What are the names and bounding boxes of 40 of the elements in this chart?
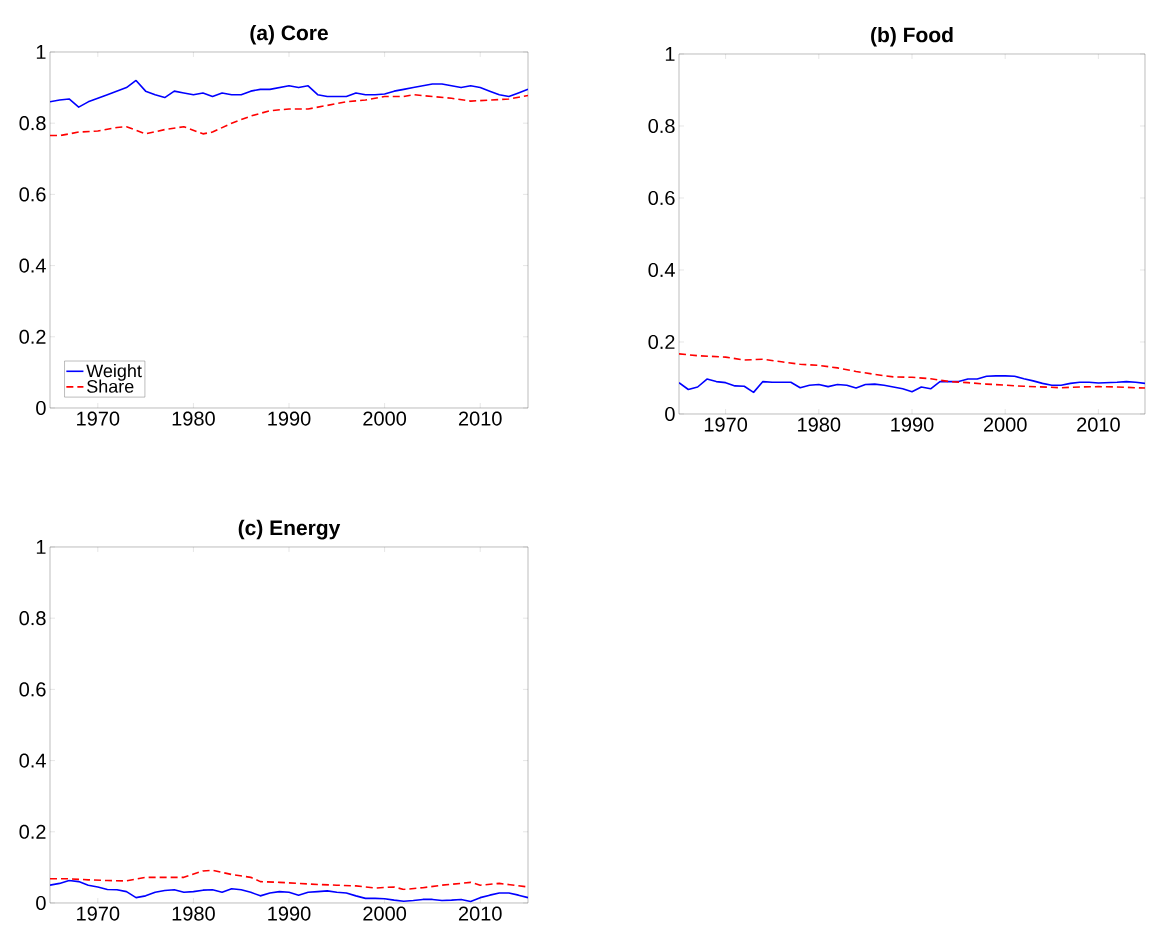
chart-title: (b) Food bbox=[871, 26, 953, 47]
y-tick-label: 0.2 bbox=[19, 329, 46, 344]
x-tick-label: 1990 bbox=[268, 906, 311, 921]
y-tick-label: 0.8 bbox=[19, 611, 46, 626]
x-tick-label: 1970 bbox=[77, 906, 120, 921]
y-tick-label: 0.8 bbox=[648, 118, 675, 134]
legend-label: Share bbox=[87, 379, 134, 393]
y-tick-label: 1 bbox=[36, 45, 46, 59]
y-tick-label: 0.4 bbox=[648, 262, 675, 278]
y-tick-label: 0.8 bbox=[19, 116, 46, 131]
chart-title: (a) Core bbox=[250, 24, 328, 45]
x-tick-label: 1970 bbox=[77, 411, 120, 426]
x-tick-label: 2010 bbox=[1077, 417, 1120, 432]
x-tick-label: 2000 bbox=[363, 906, 407, 921]
x-tick-label: 1980 bbox=[172, 906, 215, 921]
y-tick-label: 0 bbox=[665, 406, 675, 422]
y-tick-label: 0.4 bbox=[19, 753, 46, 768]
y-tick-label: 0.2 bbox=[19, 824, 46, 839]
y-tick-label: 0.6 bbox=[19, 682, 46, 697]
x-tick-label: 2000 bbox=[363, 411, 407, 426]
x-tick-label: 2000 bbox=[983, 417, 1027, 432]
line-series bbox=[50, 879, 529, 903]
legend-label: Weight bbox=[86, 364, 142, 381]
x-tick-label: 2010 bbox=[458, 411, 502, 426]
x-tick-label: 1980 bbox=[172, 411, 215, 426]
y-tick-label: 0.2 bbox=[648, 334, 675, 350]
y-tick-label: 1 bbox=[36, 540, 46, 554]
x-tick-label: 1990 bbox=[268, 411, 311, 426]
y-tick-label: 1 bbox=[665, 47, 675, 61]
x-tick-label: 1980 bbox=[798, 417, 841, 432]
y-tick-label: 0.6 bbox=[19, 187, 46, 202]
y-tick-label: 0 bbox=[36, 400, 46, 416]
y-tick-label: 0.4 bbox=[19, 258, 46, 273]
x-tick-label: 1990 bbox=[891, 417, 934, 432]
chart-title: (c) Energy bbox=[238, 519, 341, 540]
x-tick-label: 2010 bbox=[458, 906, 502, 921]
y-tick-label: 0 bbox=[36, 895, 46, 911]
y-tick-label: 0.6 bbox=[648, 190, 675, 206]
line-series bbox=[50, 93, 529, 137]
x-tick-label: 1970 bbox=[704, 417, 748, 432]
